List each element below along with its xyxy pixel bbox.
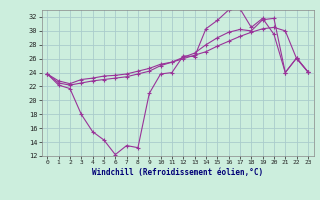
X-axis label: Windchill (Refroidissement éolien,°C): Windchill (Refroidissement éolien,°C) xyxy=(92,168,263,177)
